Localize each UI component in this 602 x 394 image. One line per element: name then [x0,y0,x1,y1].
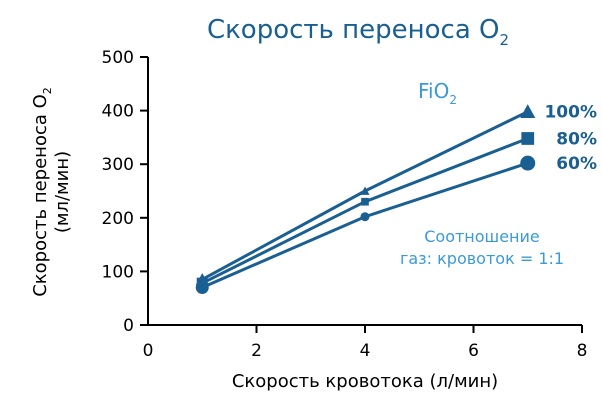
y-axis-label: Скорость переноса O2 (мл/мин) [30,87,73,297]
legend-label: 100% [544,103,597,123]
x-tick-label: 6 [468,341,479,361]
y-tick-label: 100 [102,262,134,282]
y-axis-label-line2: (мл/мин) [52,151,73,233]
ratio-annotation-line1: Соотношение [424,227,540,246]
x-tick-label: 2 [251,341,262,361]
x-axis-label: Скорость кровотока (л/мин) [232,371,498,392]
data-point-circle [195,280,209,294]
x-tick-label: 8 [577,341,588,361]
y-tick-label: 400 [102,102,134,122]
y-tick-label: 0 [123,316,134,336]
legend-label: 60% [556,154,597,174]
data-point-circle [520,155,536,171]
legend-label: 80% [556,129,597,149]
legend-title: FiO2 [418,79,457,107]
y-axis-label-line1: Скорость переноса O2 [30,87,54,297]
series-line-circle [201,161,529,289]
data-point-triangle [360,186,370,195]
x-tick-label: 0 [143,341,154,361]
y-tick-label: 300 [102,155,134,175]
y-tick-label: 200 [102,209,134,229]
data-point-square [521,132,535,145]
data-point-triangle [520,104,536,119]
x-tick-label: 4 [360,341,371,361]
data-point-circle [360,212,370,222]
y-tick-label: 500 [102,48,134,68]
x-ticks: 0 2 4 6 8 [143,325,588,361]
data-point-square [361,197,369,206]
y-ticks: 0 100 200 300 400 500 [102,48,148,336]
ratio-annotation-line2: газ: кровоток = 1:1 [400,249,564,268]
series-layer: 100% 80% 60% [195,103,597,294]
chart-title: Скорость переноса O2 [207,15,509,49]
